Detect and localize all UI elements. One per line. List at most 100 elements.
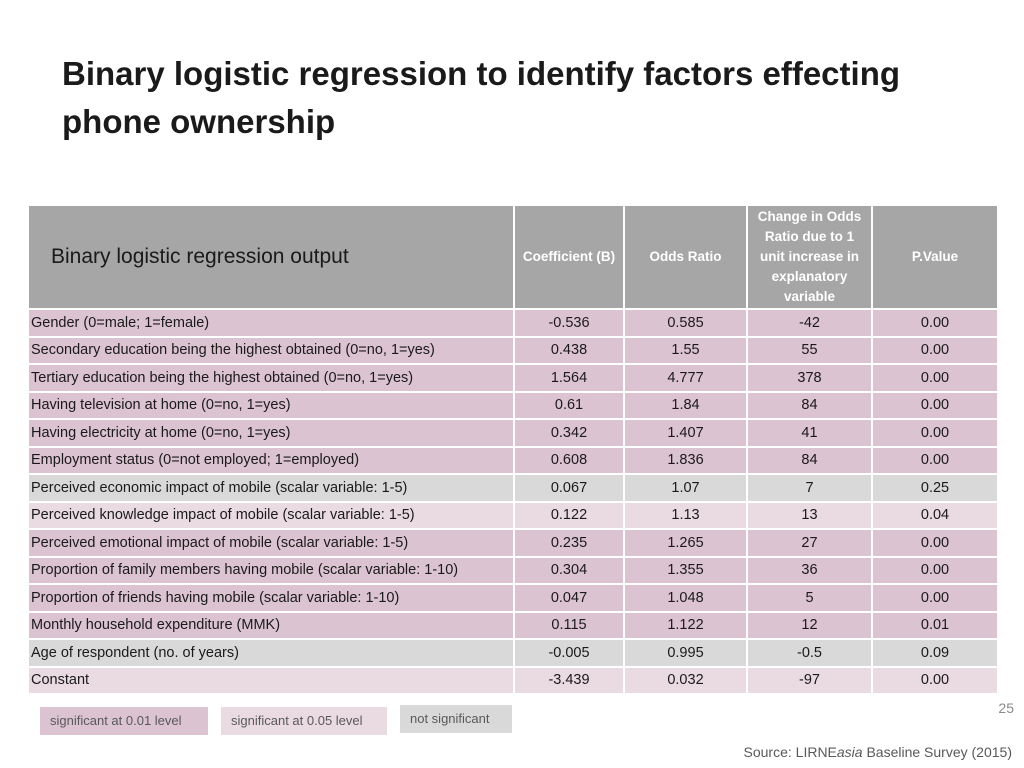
cell-p: 0.00 [872, 363, 997, 392]
cell-p: 0.25 [872, 473, 997, 502]
cell-label: Having electricity at home (0=no, 1=yes) [29, 418, 515, 447]
cell-or: 1.407 [624, 418, 748, 447]
cell-b: 0.304 [514, 555, 625, 584]
cell-or: 0.032 [624, 665, 748, 693]
table-row: Perceived knowledge impact of mobile (sc… [29, 500, 997, 529]
cell-b: -0.536 [514, 308, 625, 337]
slide-title: Binary logistic regression to identify f… [62, 55, 901, 140]
cell-p: 0.00 [872, 390, 997, 419]
cell-p: 0.00 [872, 555, 997, 584]
cell-p: 0.01 [872, 610, 997, 639]
table-corner-label: Binary logistic regression output [29, 206, 515, 309]
table-row: Employment status (0=not employed; 1=emp… [29, 445, 997, 474]
cell-or: 1.13 [624, 500, 748, 529]
table-row: Proportion of family members having mobi… [29, 555, 997, 584]
table-row: Proportion of friends having mobile (sca… [29, 583, 997, 612]
cell-change: -97 [747, 665, 873, 693]
legend-not-significant: not significant [400, 705, 512, 733]
cell-label: Gender (0=male; 1=female) [29, 308, 515, 337]
table-body: Gender (0=male; 1=female) -0.536 0.585 -42 0… [29, 308, 997, 693]
source-italic: asia [836, 744, 863, 760]
cell-change: 13 [747, 500, 873, 529]
table-row: Age of respondent (no. of years) -0.005 0.… [29, 638, 997, 667]
cell-or: 4.777 [624, 363, 748, 392]
legend-sig-005: significant at 0.05 level [221, 707, 387, 735]
table-header-row: Binary logistic regression output Coeffi… [29, 206, 997, 309]
regression-table: Binary logistic regression output Coeffi… [29, 206, 997, 693]
cell-label: Perceived emotional impact of mobile (sc… [29, 528, 515, 557]
cell-or: 1.265 [624, 528, 748, 557]
cell-p: 0.00 [872, 335, 997, 364]
cell-change: 55 [747, 335, 873, 364]
cell-label: Age of respondent (no. of years) [29, 638, 515, 667]
table-row: Perceived emotional impact of mobile (sc… [29, 528, 997, 557]
cell-label: Constant [29, 665, 515, 693]
cell-b: 0.608 [514, 445, 625, 474]
cell-b: 0.067 [514, 473, 625, 502]
cell-change: 12 [747, 610, 873, 639]
cell-change: 41 [747, 418, 873, 447]
cell-change: 84 [747, 445, 873, 474]
cell-label: Proportion of friends having mobile (sca… [29, 583, 515, 612]
cell-label: Perceived knowledge impact of mobile (sc… [29, 500, 515, 529]
cell-p: 0.00 [872, 308, 997, 337]
header-change-in-odds: Change in Odds Ratio due to 1 unit incre… [747, 206, 873, 309]
cell-or: 1.55 [624, 335, 748, 364]
cell-p: 0.00 [872, 583, 997, 612]
source-suffix: Baseline Survey (2015) [862, 744, 1012, 760]
cell-p: 0.00 [872, 665, 997, 693]
table-row: Gender (0=male; 1=female) -0.536 0.585 -42 0… [29, 308, 997, 337]
cell-p: 0.04 [872, 500, 997, 529]
cell-or: 0.585 [624, 308, 748, 337]
cell-label: Monthly household expenditure (MMK) [29, 610, 515, 639]
cell-b: 1.564 [514, 363, 625, 392]
cell-label: Having television at home (0=no, 1=yes) [29, 390, 515, 419]
cell-p: 0.00 [872, 418, 997, 447]
cell-p: 0.09 [872, 638, 997, 667]
cell-or: 0.995 [624, 638, 748, 667]
cell-label: Perceived economic impact of mobile (sca… [29, 473, 515, 502]
cell-b: 0.235 [514, 528, 625, 557]
cell-change: -0.5 [747, 638, 873, 667]
cell-label: Proportion of family members having mobi… [29, 555, 515, 584]
table-row: Having television at home (0=no, 1=yes) 0… [29, 390, 997, 419]
source-note: Source: LIRNEasia Baseline Survey (2015) [744, 744, 1012, 760]
cell-b: -3.439 [514, 665, 625, 693]
cell-or: 1.07 [624, 473, 748, 502]
table-row: Constant -3.439 0.032 -97 0.00 [29, 665, 997, 693]
cell-label: Employment status (0=not employed; 1=emp… [29, 445, 515, 474]
table-row: Having electricity at home (0=no, 1=yes)… [29, 418, 997, 447]
cell-p: 0.00 [872, 445, 997, 474]
cell-change: 36 [747, 555, 873, 584]
cell-change: 27 [747, 528, 873, 557]
cell-label: Secondary education being the highest ob… [29, 335, 515, 364]
cell-change: 84 [747, 390, 873, 419]
cell-b: -0.005 [514, 638, 625, 667]
cell-b: 0.122 [514, 500, 625, 529]
cell-change: 378 [747, 363, 873, 392]
table-row: Secondary education being the highest ob… [29, 335, 997, 364]
cell-b: 0.047 [514, 583, 625, 612]
cell-or: 1.836 [624, 445, 748, 474]
cell-label: Tertiary education being the highest obt… [29, 363, 515, 392]
cell-b: 0.342 [514, 418, 625, 447]
cell-b: 0.438 [514, 335, 625, 364]
header-p-value: P.Value [872, 206, 997, 309]
cell-or: 1.84 [624, 390, 748, 419]
cell-change: 7 [747, 473, 873, 502]
cell-or: 1.355 [624, 555, 748, 584]
cell-p: 0.00 [872, 528, 997, 557]
cell-b: 0.115 [514, 610, 625, 639]
table-row: Tertiary education being the highest obt… [29, 363, 997, 392]
cell-change: -42 [747, 308, 873, 337]
table-row: Monthly household expenditure (MMK) 0.115… [29, 610, 997, 639]
header-coefficient: Coefficient (B) [514, 206, 625, 309]
cell-or: 1.122 [624, 610, 748, 639]
header-odds-ratio: Odds Ratio [624, 206, 748, 309]
cell-change: 5 [747, 583, 873, 612]
legend-sig-001: significant at 0.01 level [40, 707, 208, 735]
cell-b: 0.61 [514, 390, 625, 419]
page-number: 25 [998, 700, 1014, 716]
cell-or: 1.048 [624, 583, 748, 612]
source-prefix: Source: LIRNE [743, 744, 837, 760]
